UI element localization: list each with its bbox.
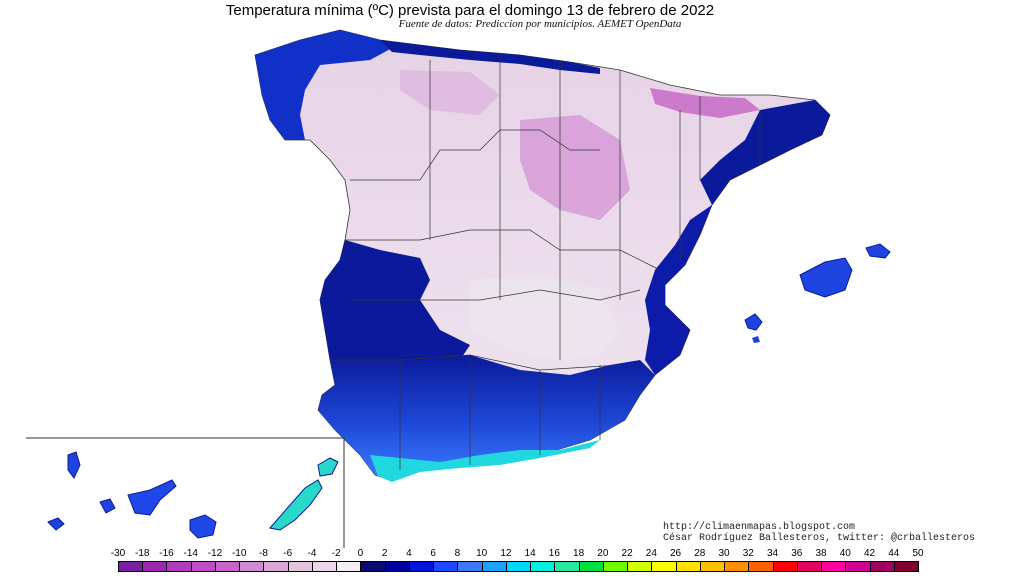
legend-swatch	[190, 561, 216, 572]
legend-label: 18	[573, 548, 585, 559]
legend-swatch	[869, 561, 895, 572]
fuerteventura-island	[269, 479, 323, 531]
la-gomera-island	[99, 498, 116, 514]
pyrenees-cold-zone	[650, 88, 760, 118]
galicia-region	[255, 30, 392, 140]
legend-swatch	[796, 561, 823, 572]
legend-label: 4	[406, 548, 412, 559]
legend-swatch	[675, 561, 701, 572]
legend-swatch	[893, 561, 919, 572]
credit-block: http://climaenmapas.blogspot.com César R…	[663, 522, 975, 544]
catalonia-coast	[700, 100, 830, 205]
legend-swatch	[699, 561, 726, 572]
legend-label: 10	[476, 548, 488, 559]
extremadura-west	[320, 240, 470, 372]
south-plateau-cold	[470, 275, 620, 360]
legend-label: 0	[357, 548, 364, 559]
legend-label: -30	[110, 548, 126, 559]
legend-swatch	[336, 561, 362, 572]
canary-islands-inset	[26, 437, 345, 548]
legend-swatch	[845, 561, 871, 572]
map-title: Temperatura mínima (ºC) prevista para el…	[225, 2, 715, 19]
legend-swatch	[214, 561, 241, 572]
legend-swatch	[433, 561, 459, 572]
legend-swatch	[287, 561, 313, 572]
legend-label: -4	[307, 548, 317, 559]
legend-label: 40	[839, 548, 851, 559]
province-borders	[330, 55, 761, 470]
north-plateau-cold	[400, 70, 500, 115]
legend-swatch	[360, 561, 386, 572]
legend-swatch	[578, 561, 604, 572]
legend-label: 14	[524, 548, 536, 559]
legend-swatch	[481, 561, 507, 572]
legend-swatch	[311, 561, 338, 572]
legend-swatch	[554, 561, 580, 572]
legend-swatch	[263, 561, 289, 572]
legend-swatch	[724, 561, 750, 572]
cadiz-malaga-coast-warm	[370, 440, 600, 482]
legend-swatch	[748, 561, 774, 572]
legend-label: 50	[912, 548, 924, 559]
legend-swatch	[118, 561, 144, 572]
legend-swatch	[505, 561, 532, 572]
legend-label: 8	[454, 548, 461, 559]
legend-label: -18	[135, 548, 150, 559]
legend-label: 32	[742, 548, 754, 559]
legend-swatch	[384, 561, 410, 572]
tenerife-island	[127, 479, 177, 516]
legend-swatch	[408, 561, 435, 572]
credit-author: César Rodríguez Ballesteros, twitter: @c…	[663, 533, 976, 544]
valencia-coast	[645, 205, 712, 375]
credit-url: http://climaenmapas.blogspot.com	[663, 522, 856, 533]
legend-label: -16	[159, 548, 174, 559]
menorca-island	[865, 243, 891, 259]
legend-swatch	[821, 561, 847, 572]
legend-label: 36	[791, 548, 803, 559]
el-hierro-island	[47, 517, 65, 531]
legend-label: -2	[331, 548, 341, 559]
legend-label: 30	[718, 548, 730, 559]
andalusia-region	[318, 355, 655, 480]
legend-label: 44	[888, 548, 900, 559]
legend-label: -12	[207, 548, 223, 559]
legend-label: 28	[694, 548, 706, 559]
legend-label: 34	[766, 548, 779, 559]
iberian-system-cold	[520, 115, 630, 220]
legend-swatch	[530, 561, 556, 572]
legend-label: 38	[815, 548, 827, 559]
legend-label: 12	[500, 548, 512, 559]
legend-label: -10	[231, 548, 247, 559]
gran-canaria-island	[189, 514, 217, 539]
legend-label: -8	[259, 548, 268, 559]
legend-swatch	[166, 561, 192, 572]
legend-label: -14	[183, 548, 198, 559]
legend-label: 2	[381, 548, 388, 559]
legend-label: -6	[283, 548, 293, 559]
mallorca-island	[799, 257, 853, 298]
legend-label: 22	[621, 548, 633, 559]
legend-swatch	[142, 561, 168, 572]
legend-swatch	[651, 561, 677, 572]
legend-label: 26	[670, 548, 682, 559]
color-legend: -30 -18 -16 -14 -12 -10 -8 -6 -4 -2 0 2 4 6 8 10 12 14 16 1…	[111, 548, 924, 576]
legend-label: 24	[645, 548, 657, 559]
map-subtitle: Fuente de datos: Prediccion por municipi…	[398, 18, 682, 30]
lanzarote-island	[317, 457, 339, 477]
legend-swatch	[239, 561, 265, 572]
ibiza-island	[744, 313, 763, 331]
cantabrian-coast	[380, 40, 600, 74]
la-palma-island	[67, 451, 81, 479]
legend-label: 20	[597, 548, 609, 559]
legend-swatch	[457, 561, 483, 572]
legend-label: 42	[863, 548, 876, 559]
legend-label: 6	[430, 548, 436, 559]
legend-swatch	[627, 561, 653, 572]
legend-swatch	[602, 561, 629, 572]
legend-label: 16	[548, 548, 560, 559]
formentera-island	[752, 336, 760, 343]
legend-swatch	[772, 561, 798, 572]
